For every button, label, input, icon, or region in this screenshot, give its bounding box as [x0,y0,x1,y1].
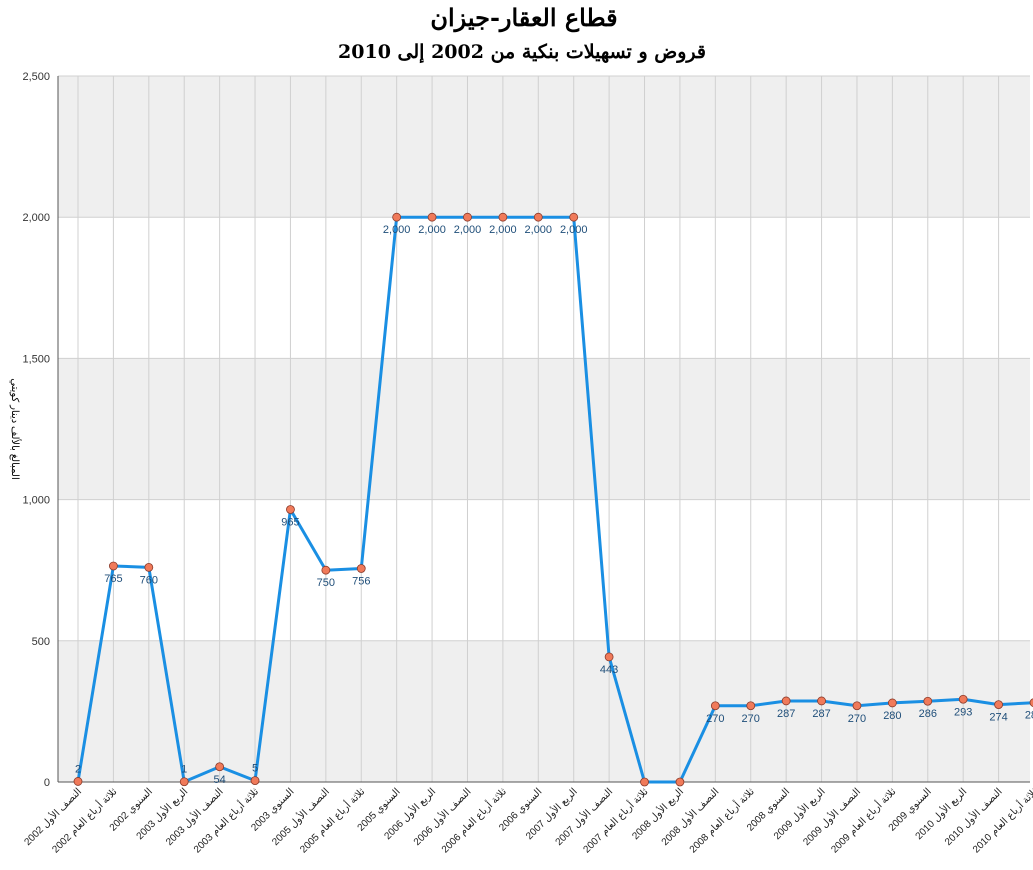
y-tick-label: 2,500 [22,71,50,83]
data-label: 287 [812,708,830,720]
data-label: 965 [281,516,299,528]
data-point [1029,698,1033,707]
y-axis-label: المبالغ بالألف دينار كويتي [9,378,21,480]
data-label: 270 [848,713,866,725]
y-tick-label: 0 [44,777,50,789]
data-point [356,564,366,573]
data-label: 750 [317,577,335,589]
data-label: 2,000 [454,224,482,236]
chart-subtitle: قروض و تسهيلات بنكية من 2002 إلى 2010 [338,41,706,64]
data-label: 765 [104,573,122,585]
data-point [817,696,826,706]
grid-band [58,358,1030,500]
data-point [958,694,968,704]
data-point [569,212,579,222]
data-label: 287 [777,708,795,720]
data-point [73,777,83,786]
x-tick-label: ثلاثة أرباع العام 2008 [686,785,757,856]
y-tick-label: 1,500 [22,353,50,365]
data-point [109,561,118,571]
data-point [215,762,225,772]
data-label: 293 [954,706,972,718]
data-point [604,652,614,662]
data-label: 2,000 [383,224,411,236]
data-label: 274 [989,712,1007,724]
grid-band [58,76,1030,218]
y-tick-label: 500 [32,636,50,648]
data-point [144,562,154,572]
x-tick-label: ثلاثة أرباع العام 2007 [580,785,651,856]
x-tick-label: ثلاثة أرباع العام 2003 [191,785,262,856]
data-point [887,698,897,708]
data-point [179,777,189,787]
data-point [427,212,437,222]
x-tick-label: ثلاثة أرباع العام 2005 [297,785,368,856]
data-label: 281 [1025,710,1033,722]
data-label: 2,000 [489,224,517,236]
data-label: 760 [140,574,158,586]
data-point [994,700,1003,710]
data-label: 2,000 [560,224,588,236]
data-label: 270 [706,713,724,725]
data-point [923,696,933,706]
data-point [392,212,402,222]
chart-title: قطاع العقار-جيزان [430,3,617,33]
data-point [746,701,756,711]
data-label: 443 [600,664,618,676]
data-label: 2,000 [525,224,553,236]
data-point [463,212,472,222]
data-point [533,212,543,222]
data-point [321,565,331,575]
x-tick-label: ثلاثة أرباع العام 2006 [438,785,509,856]
data-label: 286 [919,708,937,720]
data-label: 2 [75,763,81,775]
data-label: 1 [181,764,187,776]
data-label: 270 [742,713,760,725]
x-tick-label: ثلاثة أرباع العام 2009 [828,785,899,856]
x-tick-label: ثلاثة أرباع العام 2002 [49,785,120,856]
data-label: 54 [214,774,226,786]
data-point [710,701,720,711]
data-label: 5 [252,763,258,775]
data-point [781,696,791,706]
data-point [640,777,649,787]
data-point [250,776,260,785]
data-point [675,777,685,787]
data-point [852,701,862,711]
series-line [76,215,1033,784]
data-label: 2,000 [418,224,446,236]
y-tick-label: 2,000 [22,212,50,224]
y-tick-label: 1,000 [22,495,50,507]
data-label: 756 [352,576,370,588]
data-label: 280 [883,710,901,722]
data-point [286,505,295,514]
data-point [498,212,508,222]
